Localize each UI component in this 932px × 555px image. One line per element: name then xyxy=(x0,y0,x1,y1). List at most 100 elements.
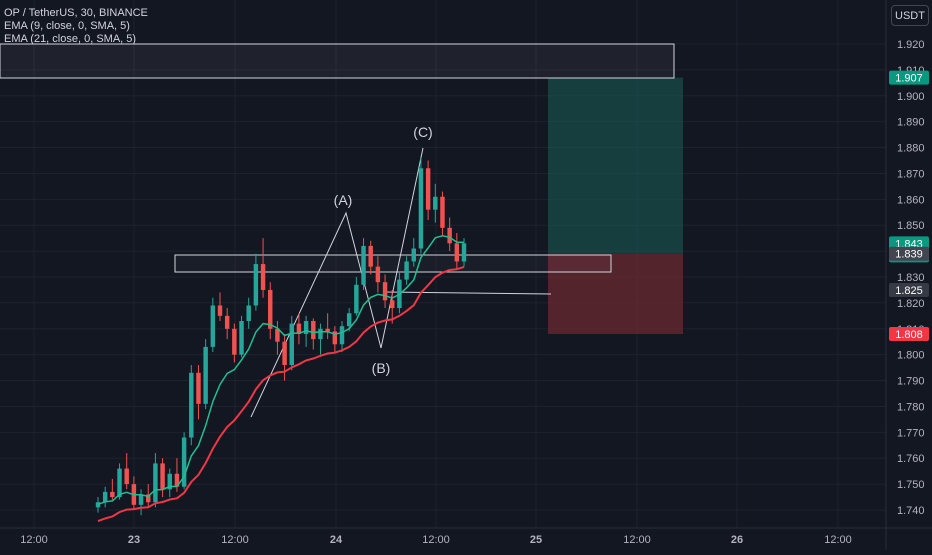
y-tick-label: 1.850 xyxy=(897,220,925,232)
symbol-title[interactable]: OP / TetherUS, 30, BINANCE xyxy=(4,7,148,19)
candle-body xyxy=(375,266,381,283)
y-tick-label: 1.820 xyxy=(897,298,925,310)
candle-body xyxy=(117,468,122,498)
candle-body xyxy=(440,196,445,228)
x-tick-label: 12:00 xyxy=(20,534,48,546)
candle-body xyxy=(382,282,388,301)
x-tick-label: 12:00 xyxy=(623,534,651,546)
price-label-text: 1.825 xyxy=(895,285,923,297)
target-zone xyxy=(548,77,683,254)
candle-body xyxy=(138,494,144,505)
y-tick-label: 1.760 xyxy=(897,453,925,465)
candle-body xyxy=(167,473,172,490)
stop-zone xyxy=(548,253,683,334)
y-tick-label: 1.740 xyxy=(897,505,925,517)
candle-body xyxy=(260,264,266,290)
price-label-box xyxy=(889,282,929,297)
price-label-text: 1.808 xyxy=(895,329,923,341)
y-tick-label: 1.860 xyxy=(897,194,925,206)
candle-body xyxy=(404,261,409,280)
candle-body xyxy=(124,468,129,485)
candle-body xyxy=(339,326,345,345)
candle-body xyxy=(289,323,294,366)
candle-body xyxy=(95,502,101,508)
candle-body xyxy=(275,328,280,342)
x-tick-label: 12:00 xyxy=(221,534,249,546)
y-tick-label: 1.780 xyxy=(897,401,925,413)
x-tick-label: 24 xyxy=(330,534,343,546)
y-tick-label: 1.890 xyxy=(897,117,925,129)
ema-slow-legend[interactable]: EMA (21, close, 0, SMA, 5) xyxy=(4,33,137,45)
x-tick-label: 25 xyxy=(530,534,542,546)
candle-body xyxy=(454,243,460,262)
candle-body xyxy=(303,321,309,334)
candle-body xyxy=(332,331,338,345)
wave-label-c: (C) xyxy=(413,124,432,140)
y-tick-label: 1.770 xyxy=(897,427,925,439)
candle-body xyxy=(246,305,251,322)
ema-fast-legend[interactable]: EMA (9, close, 0, SMA, 5) xyxy=(4,20,130,32)
x-tick-label: 26 xyxy=(731,534,743,546)
y-tick-label: 1.750 xyxy=(897,479,925,491)
ema-9-line xyxy=(97,235,465,506)
candle-body xyxy=(224,315,230,329)
candle-body xyxy=(311,321,316,340)
candle-body xyxy=(110,491,115,498)
entry-support-box[interactable] xyxy=(174,254,612,273)
position-zones xyxy=(548,77,683,334)
candle-body xyxy=(181,437,187,487)
candle-body xyxy=(174,473,180,487)
candle-body xyxy=(282,341,287,366)
candle-body xyxy=(232,328,237,355)
candle-body xyxy=(318,328,323,340)
candle-body xyxy=(361,245,366,285)
price-label-box xyxy=(889,326,929,341)
candle-body xyxy=(411,248,416,262)
candle-body xyxy=(102,491,108,503)
x-tick-label: 23 xyxy=(128,534,140,546)
y-tick-label: 1.870 xyxy=(897,168,925,180)
price-label-text: 1.907 xyxy=(895,73,923,85)
candle-body xyxy=(160,463,165,490)
y-tick-label: 1.800 xyxy=(897,350,925,362)
currency-button[interactable]: USDT xyxy=(891,5,929,26)
candle-body xyxy=(354,284,359,314)
candle-body xyxy=(418,168,424,249)
candle-body xyxy=(368,245,373,267)
candle-body xyxy=(203,346,208,404)
candle-body xyxy=(146,494,151,503)
price-label-text: 1.839 xyxy=(895,249,923,261)
ema-lines xyxy=(97,235,465,523)
wave-label-b: (B) xyxy=(372,360,391,376)
chart-legend: OP / TetherUS, 30, BINANCE EMA (9, close… xyxy=(4,7,148,46)
candle-body xyxy=(346,313,352,327)
y-tick-label: 1.790 xyxy=(897,376,925,388)
candle-body xyxy=(210,305,216,347)
candle-body xyxy=(253,264,259,306)
wave-label-a: (A) xyxy=(334,192,353,208)
y-tick-label: 1.880 xyxy=(897,143,925,155)
candle-body xyxy=(217,305,223,316)
y-tick-label: 1.830 xyxy=(897,272,925,284)
x-tick-label: 12:00 xyxy=(824,534,852,546)
price-label-box xyxy=(889,246,929,261)
price-label-box xyxy=(889,70,929,85)
candle-body xyxy=(239,321,244,355)
upper-resistance-box[interactable] xyxy=(0,43,675,79)
y-tick-label: 1.900 xyxy=(897,91,925,103)
y-tick-label: 1.920 xyxy=(897,39,925,51)
candle-body xyxy=(196,372,201,404)
candle-body xyxy=(425,168,431,210)
candle-body xyxy=(153,463,158,503)
candle-body xyxy=(189,372,194,438)
ema-21-line xyxy=(97,265,465,523)
candle-body xyxy=(296,323,302,334)
candle-body xyxy=(325,328,330,332)
candle-body xyxy=(447,227,452,244)
support-line[interactable] xyxy=(384,291,552,295)
